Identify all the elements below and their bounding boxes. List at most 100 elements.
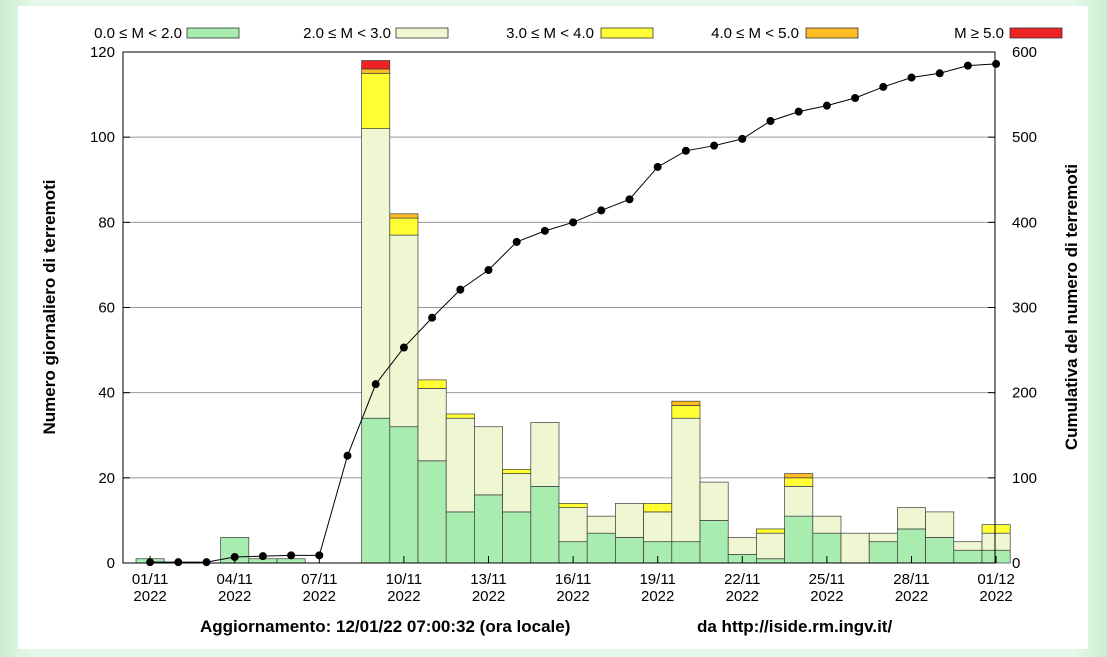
bar-segment <box>362 69 390 73</box>
cumulative-point <box>823 102 831 110</box>
cumulative-point <box>513 238 521 246</box>
x-tick-label: 19/11 <box>639 571 675 588</box>
bar-segment <box>503 512 531 563</box>
y-tick-label: 40 <box>98 385 115 402</box>
bar-segment <box>785 478 813 487</box>
cumulative-point <box>654 163 662 171</box>
cumulative-point <box>174 558 182 566</box>
cumulative-point <box>738 135 746 143</box>
bar-segment <box>785 474 813 478</box>
y-tick-label: 100 <box>90 129 115 146</box>
y2-tick-label: 600 <box>1012 44 1037 61</box>
legend-label: 4.0 ≤ M < 5.0 <box>711 25 799 42</box>
x-tick-year: 2022 <box>810 588 843 605</box>
cumulative-point <box>203 558 211 566</box>
x-tick-label: 16/11 <box>555 571 591 588</box>
bar-segment <box>954 550 982 563</box>
cumulative-point <box>767 117 775 125</box>
legend-label: 0.0 ≤ M < 2.0 <box>94 25 182 42</box>
source-url: da http://iside.rm.ingv.it/ <box>697 617 892 636</box>
cumulative-point <box>682 147 690 155</box>
bar-segment <box>728 537 756 554</box>
bar-segment <box>277 559 305 563</box>
y2-tick-label: 0 <box>1012 555 1020 572</box>
bar-segment <box>897 508 925 529</box>
bar-segment <box>841 533 869 563</box>
bar-segment <box>756 529 784 533</box>
bar-segment <box>418 461 446 563</box>
x-tick-label: 01/12 <box>977 571 1015 588</box>
cumulative-point <box>597 206 605 214</box>
x-tick-label: 13/11 <box>470 571 506 588</box>
cumulative-point <box>428 314 436 322</box>
x-tick-year: 2022 <box>895 588 928 605</box>
bar-segment <box>954 542 982 551</box>
bar-segment <box>390 427 418 563</box>
legend-swatch <box>396 28 448 38</box>
cumulative-point <box>372 380 380 388</box>
bar-segment <box>756 533 784 559</box>
bar-segment <box>672 418 700 541</box>
bar-segment <box>503 469 531 473</box>
cumulative-point <box>541 227 549 235</box>
bar-segment <box>785 516 813 563</box>
x-tick-label: 25/11 <box>809 571 845 588</box>
bar-segment <box>813 516 841 533</box>
bar-segment <box>474 427 502 495</box>
y2-tick-label: 500 <box>1012 129 1037 146</box>
bar-segment <box>418 388 446 460</box>
cumulative-point <box>569 218 577 226</box>
bar-segment <box>926 512 954 538</box>
bar-segment <box>700 520 728 563</box>
update-timestamp: Aggiornamento: 12/01/22 07:00:32 (ora lo… <box>200 617 570 636</box>
x-tick-year: 2022 <box>218 588 251 605</box>
y-tick-label: 60 <box>98 300 115 317</box>
bar-segment <box>390 218 418 235</box>
bar-segment <box>982 525 1010 534</box>
bar-segment <box>362 73 390 128</box>
bar-segment <box>756 559 784 563</box>
bar-segment <box>700 482 728 520</box>
legend-label: 2.0 ≤ M < 3.0 <box>303 25 391 42</box>
bar-segment <box>362 418 390 563</box>
cumulative-point <box>992 60 1000 68</box>
bar-segment <box>644 512 672 542</box>
bar-segment <box>587 533 615 563</box>
cumulative-point <box>626 195 634 203</box>
y2-tick-label: 200 <box>1012 385 1037 402</box>
bar-segment <box>362 129 390 419</box>
legend-swatch <box>806 28 858 38</box>
bar-segment <box>559 508 587 542</box>
bar-segment <box>446 418 474 512</box>
x-tick-year: 2022 <box>387 588 420 605</box>
cumulative-point <box>936 69 944 77</box>
x-tick-label: 28/11 <box>893 571 929 588</box>
x-tick-year: 2022 <box>726 588 759 605</box>
x-tick-label: 04/11 <box>216 571 252 588</box>
x-tick-year: 2022 <box>641 588 674 605</box>
bar-segment <box>531 486 559 563</box>
legend-swatch <box>601 28 653 38</box>
bar-segment <box>869 533 897 542</box>
x-tick-year: 2022 <box>133 588 166 605</box>
y-tick-label: 80 <box>98 214 115 231</box>
bar-segment <box>446 512 474 563</box>
legend-swatch <box>187 28 239 38</box>
cumulative-point <box>879 83 887 91</box>
bar-segment <box>531 422 559 486</box>
x-tick-year: 2022 <box>556 588 589 605</box>
y2-tick-label: 400 <box>1012 214 1037 231</box>
bar-segment <box>362 61 390 70</box>
bar-segment <box>587 516 615 533</box>
legend-label: M ≥ 5.0 <box>954 25 1004 42</box>
bar-segment <box>503 474 531 512</box>
bar-segment <box>390 235 418 427</box>
cumulative-point <box>710 142 718 150</box>
cumulative-point <box>908 74 916 82</box>
bar-segment <box>615 537 643 563</box>
x-tick-year: 2022 <box>303 588 336 605</box>
bar-segment <box>418 380 446 389</box>
x-tick-label: 01/11 <box>132 571 168 588</box>
bar-segment <box>390 214 418 218</box>
bar-segment <box>559 503 587 507</box>
